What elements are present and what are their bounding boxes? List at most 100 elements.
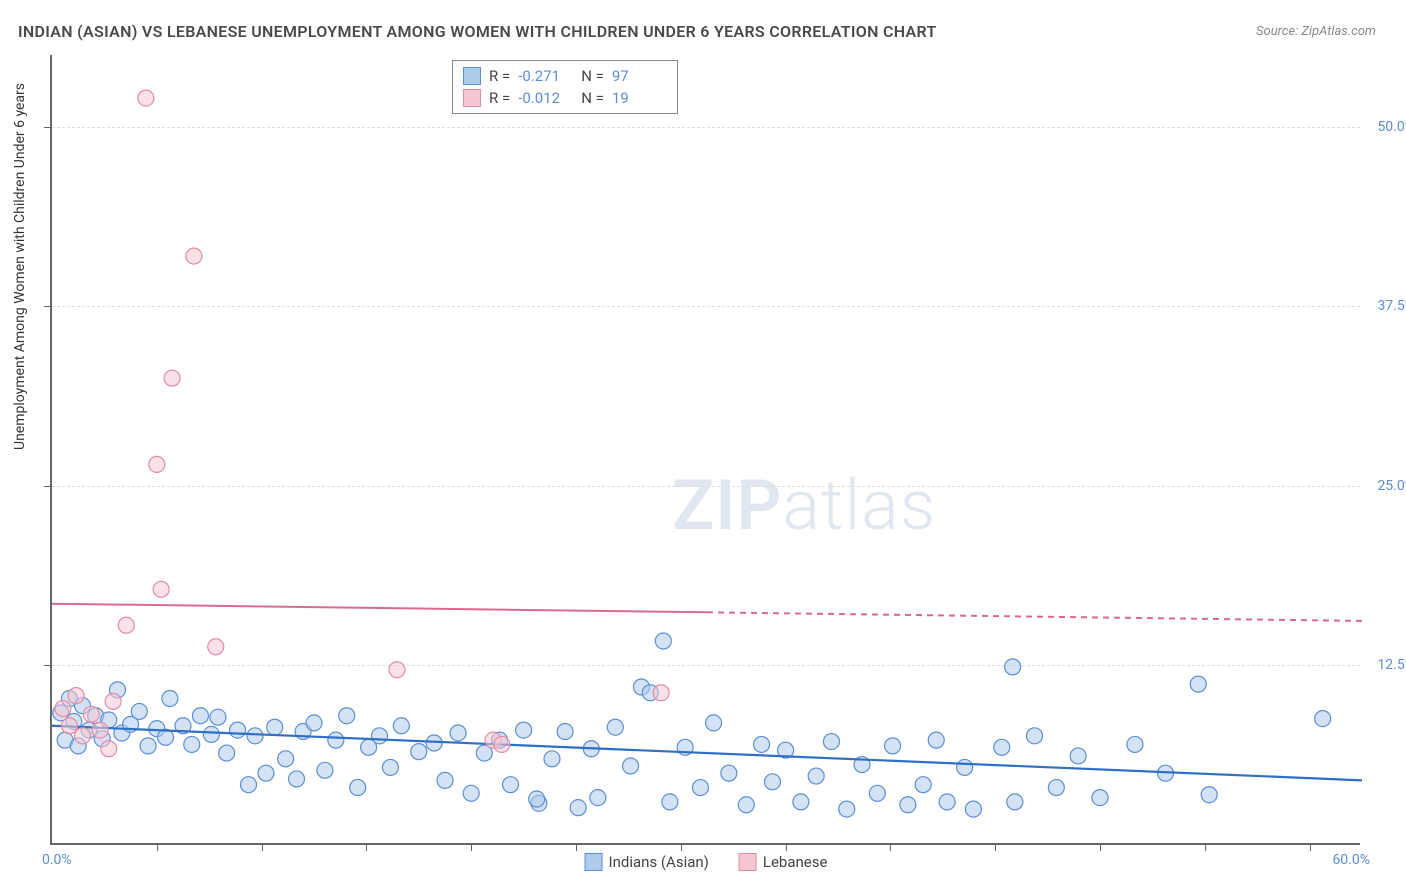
data-point	[928, 732, 944, 748]
y-axis-label: Unemployment Among Women with Children U…	[12, 83, 28, 450]
data-point	[957, 759, 973, 775]
data-point	[1005, 659, 1021, 675]
data-point	[258, 765, 274, 781]
y-tick-label: 25.0%	[1377, 478, 1406, 494]
data-point	[1092, 790, 1108, 806]
data-point	[241, 777, 257, 793]
data-point	[570, 800, 586, 816]
data-point	[653, 685, 669, 701]
data-point	[118, 617, 134, 633]
data-point	[557, 724, 573, 740]
y-tick-label: 50.0%	[1377, 119, 1406, 135]
y-tick-mark	[44, 665, 52, 666]
data-point	[544, 751, 560, 767]
data-point	[494, 736, 510, 752]
data-point	[101, 741, 117, 757]
trend-line	[52, 604, 707, 613]
data-point	[372, 728, 388, 744]
legend-item: Lebanese	[739, 853, 828, 871]
y-tick-mark	[44, 486, 52, 487]
data-point	[885, 738, 901, 754]
data-point	[437, 772, 453, 788]
data-point	[662, 794, 678, 810]
data-point	[721, 765, 737, 781]
data-point	[339, 708, 355, 724]
legend-swatch	[585, 853, 603, 871]
legend-label: Lebanese	[763, 853, 828, 871]
data-point	[900, 797, 916, 813]
data-point	[529, 791, 545, 807]
source-attribution: Source: ZipAtlas.com	[1256, 24, 1376, 39]
data-point	[994, 739, 1010, 755]
data-point	[382, 759, 398, 775]
data-point	[692, 780, 708, 796]
x-tick-mark	[1100, 843, 1101, 851]
data-point	[153, 581, 169, 597]
data-point	[219, 745, 235, 761]
x-tick-mark	[1310, 843, 1311, 851]
x-tick-mark	[157, 843, 158, 851]
x-tick-mark	[995, 843, 996, 851]
data-point	[823, 734, 839, 750]
data-point	[450, 725, 466, 741]
x-tick-mark	[681, 843, 682, 851]
data-point	[317, 762, 333, 778]
y-tick-mark	[44, 306, 52, 307]
data-point	[162, 690, 178, 706]
data-point	[706, 715, 722, 731]
data-point	[411, 744, 427, 760]
data-point	[754, 736, 770, 752]
data-point	[68, 688, 84, 704]
x-tick-mark	[576, 843, 577, 851]
data-point	[131, 703, 147, 719]
data-point	[808, 768, 824, 784]
legend-label: Indians (Asian)	[609, 853, 709, 871]
trend-line	[52, 726, 1362, 781]
data-point	[1027, 728, 1043, 744]
chart-title: INDIAN (ASIAN) VS LEBANESE UNEMPLOYMENT …	[18, 22, 937, 41]
data-point	[738, 797, 754, 813]
x-tick-mark	[786, 843, 787, 851]
data-point	[164, 370, 180, 386]
data-point	[1201, 787, 1217, 803]
data-point	[203, 726, 219, 742]
data-point	[267, 719, 283, 735]
data-point	[208, 639, 224, 655]
data-point	[105, 693, 121, 709]
data-point	[793, 794, 809, 810]
data-point	[503, 777, 519, 793]
data-point	[138, 90, 154, 106]
data-point	[184, 736, 200, 752]
data-point	[655, 633, 671, 649]
data-point	[1190, 676, 1206, 692]
x-tick-mark	[890, 843, 891, 851]
data-point	[1007, 794, 1023, 810]
x-axis-origin-label: 0.0%	[42, 852, 72, 868]
data-point	[965, 801, 981, 817]
data-point	[75, 728, 91, 744]
plot-area: ZIPatlas 12.5%25.0%37.5%50.0% R =-0.271N…	[50, 55, 1360, 845]
bottom-legend: Indians (Asian) Lebanese	[585, 853, 828, 871]
data-point	[83, 706, 99, 722]
x-axis-max-label: 60.0%	[1332, 852, 1370, 868]
data-point	[765, 774, 781, 790]
x-tick-mark	[471, 843, 472, 851]
data-point	[61, 718, 77, 734]
data-point	[247, 728, 263, 744]
data-point	[389, 662, 405, 678]
data-point	[350, 780, 366, 796]
data-point	[289, 771, 305, 787]
trend-line-dashed	[707, 612, 1362, 621]
data-point	[915, 777, 931, 793]
legend-swatch	[739, 853, 757, 871]
y-tick-label: 12.5%	[1377, 657, 1406, 673]
legend-item: Indians (Asian)	[585, 853, 709, 871]
data-point	[869, 785, 885, 801]
data-point	[140, 738, 156, 754]
data-point	[1048, 780, 1064, 796]
x-tick-mark	[1205, 843, 1206, 851]
data-point	[1127, 736, 1143, 752]
data-point	[1315, 711, 1331, 727]
data-point	[623, 758, 639, 774]
data-point	[393, 718, 409, 734]
